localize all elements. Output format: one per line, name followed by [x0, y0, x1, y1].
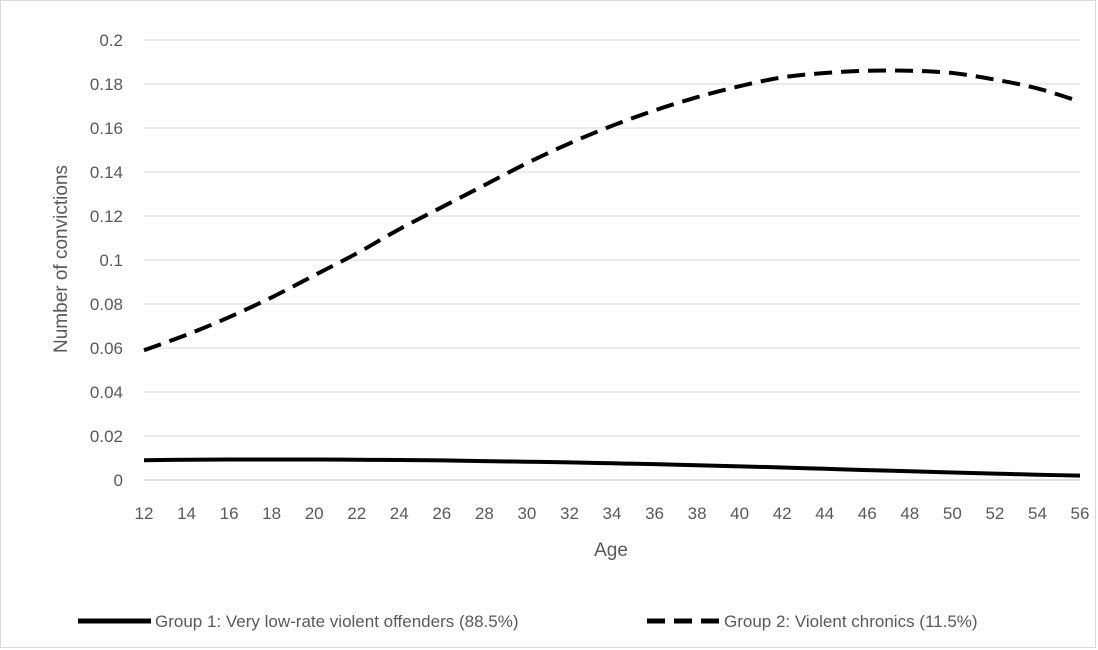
x-tick-label: 56: [1071, 504, 1090, 523]
legend: Group 1: Very low-rate violent offenders…: [78, 612, 978, 631]
x-axis-title: Age: [594, 540, 628, 561]
x-tick-label: 46: [858, 504, 877, 523]
x-tick-label: 40: [730, 504, 749, 523]
legend-label-series-1: Group 1: Very low-rate violent offenders…: [155, 612, 518, 631]
y-tick-label: 0.2: [99, 31, 123, 50]
gridlines: [144, 39, 1080, 481]
x-tick-labels: 12 14 16 18 20 22 24 26 28 30 32 34 36 38 40 42 44 46 48 50…: [135, 504, 1090, 523]
y-tick-labels: 0 0.02 0.04 0.06 0.08 0.1 0.12 0.14 0.16 0.18 0.2: [90, 31, 123, 490]
x-tick-label: 54: [1028, 504, 1047, 523]
y-axis-title: Number of convictions: [51, 165, 72, 353]
x-tick-label: 44: [815, 504, 834, 523]
y-tick-label: 0.1: [99, 251, 123, 270]
y-tick-label: 0.14: [90, 163, 123, 182]
x-tick-label: 12: [135, 504, 154, 523]
y-tick-label: 0.08: [90, 295, 123, 314]
x-tick-label: 52: [985, 504, 1004, 523]
x-tick-label: 36: [645, 504, 664, 523]
x-tick-label: 42: [773, 504, 792, 523]
x-tick-label: 28: [475, 504, 494, 523]
x-tick-label: 20: [305, 504, 324, 523]
y-tick-label: 0.02: [90, 427, 123, 446]
x-tick-label: 32: [560, 504, 579, 523]
x-tick-label: 18: [262, 504, 281, 523]
x-tick-label: 30: [517, 504, 536, 523]
x-tick-label: 34: [603, 504, 622, 523]
x-tick-label: 26: [432, 504, 451, 523]
y-tick-label: 0.12: [90, 207, 123, 226]
x-tick-label: 38: [688, 504, 707, 523]
series-lines: [143, 68, 1081, 478]
y-tick-label: 0.18: [90, 75, 123, 94]
x-tick-label: 50: [943, 504, 962, 523]
x-tick-label: 24: [390, 504, 409, 523]
y-tick-label: 0: [114, 471, 123, 490]
x-tick-label: 22: [347, 504, 366, 523]
series-line-1: [143, 457, 1081, 478]
x-tick-label: 14: [177, 504, 196, 523]
x-tick-label: 48: [900, 504, 919, 523]
y-tick-label: 0.04: [90, 383, 123, 402]
x-tick-label: 16: [220, 504, 239, 523]
y-tick-label: 0.06: [90, 339, 123, 358]
y-tick-label: 0.16: [90, 119, 123, 138]
legend-label-series-2: Group 2: Violent chronics (11.5%): [724, 612, 978, 631]
series-line-2: [143, 68, 1081, 353]
